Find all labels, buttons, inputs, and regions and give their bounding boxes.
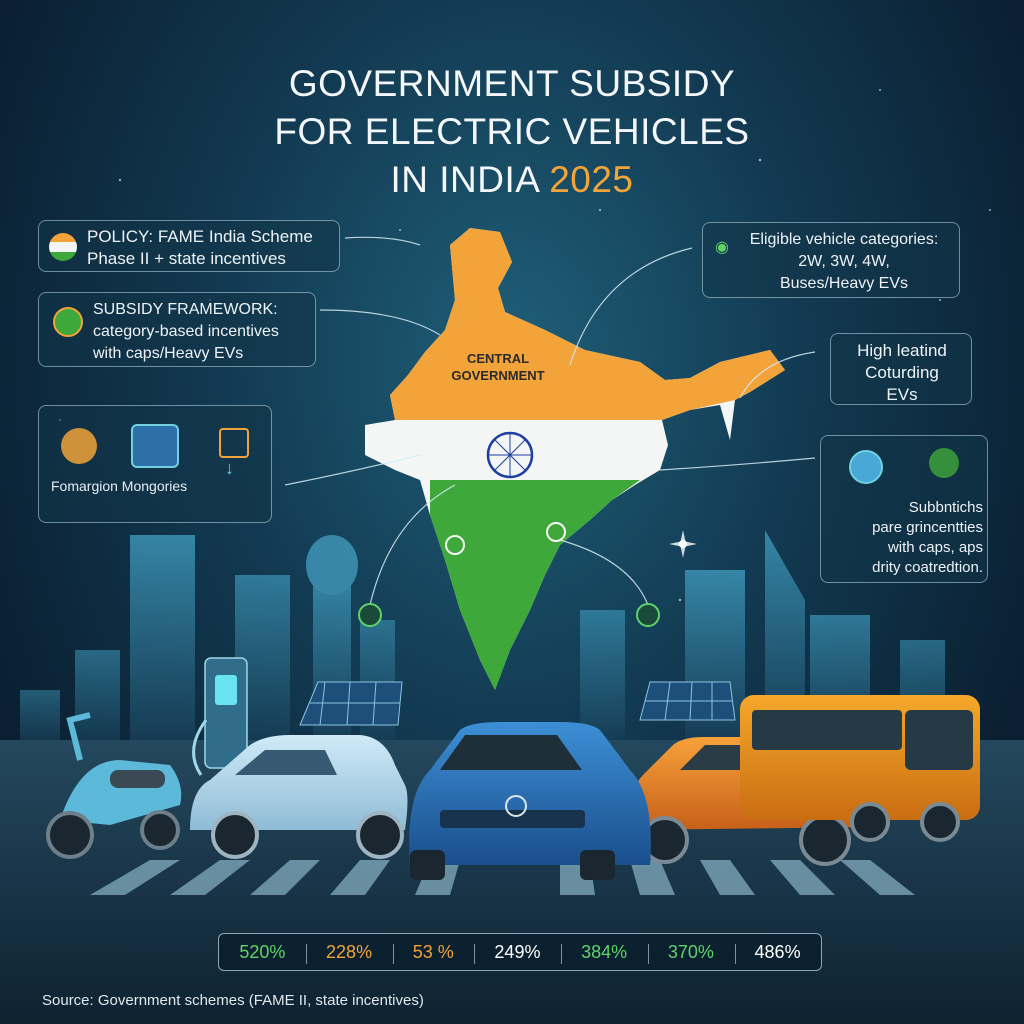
india-flag-icon bbox=[49, 233, 77, 261]
electric-bus bbox=[740, 695, 980, 842]
globe-icon bbox=[849, 450, 883, 484]
sedan-car bbox=[409, 722, 651, 880]
map-label-line-1: CENTRAL bbox=[466, 351, 530, 366]
download-arrow-icon: ↓ bbox=[225, 458, 234, 478]
stat-value: 486% bbox=[734, 942, 807, 964]
map-label-line-2: GOVERNMENT bbox=[451, 368, 545, 383]
title-year: 2025 bbox=[549, 159, 634, 200]
stats-bar: 520% 228% 53 % 249% 384% 370% 486% bbox=[218, 933, 822, 971]
title-line-1: GOVERNMENT SUBSIDY bbox=[288, 63, 736, 104]
network-tree-icon bbox=[929, 448, 959, 478]
policy-line-1: POLICY: FAME India Scheme bbox=[87, 227, 313, 246]
stat-value: 520% bbox=[239, 941, 286, 962]
framework-line-2: category-based incentives bbox=[93, 323, 279, 340]
devices-icon bbox=[131, 424, 179, 468]
subsidies-card: Subbntichs pare grincentties with caps, … bbox=[820, 435, 988, 583]
page-title: GOVERNMENT SUBSIDY FOR ELECTRIC VEHICLES… bbox=[0, 60, 1024, 204]
subs-line-2: pare grincentties bbox=[872, 519, 983, 536]
download-icon bbox=[219, 428, 249, 458]
subs-line-4: drity coatredtion. bbox=[872, 559, 983, 576]
map-node-icons bbox=[358, 522, 660, 627]
policy-line-2: Phase II + state incentives bbox=[87, 249, 286, 268]
hatchback-car bbox=[190, 735, 408, 859]
subs-line-3: with caps, aps bbox=[887, 539, 983, 556]
leaf-icon: ◉ bbox=[715, 239, 729, 256]
stat-value: 370% bbox=[647, 942, 720, 964]
formation-card: ↓ Fomargion Mongories bbox=[38, 405, 272, 523]
high-line-2: Coturding bbox=[865, 363, 939, 382]
framework-line-3: with caps/Heavy EVs bbox=[93, 345, 244, 362]
policy-card: POLICY: FAME India Scheme Phase II + sta… bbox=[38, 220, 340, 272]
stat-value: 249% bbox=[474, 942, 546, 964]
eligible-line-1: Eligible vehicle categories: bbox=[749, 231, 939, 248]
framework-line-1: SUBSIDY FRAMEWORK: bbox=[93, 301, 278, 318]
title-line-2: FOR ELECTRIC VEHICLES bbox=[274, 111, 750, 152]
high-line-3: EVs bbox=[886, 385, 918, 404]
crosswalk bbox=[90, 860, 915, 895]
charging-station-icon bbox=[192, 657, 248, 776]
title-line-3: IN INDIA 2025 bbox=[0, 156, 1024, 204]
solar-panel-left bbox=[299, 681, 403, 726]
title-line-3-text: IN INDIA bbox=[390, 159, 550, 200]
stat-value: 384% bbox=[561, 942, 633, 964]
stat-value: 53 % bbox=[392, 942, 460, 964]
connector-arrows bbox=[284, 236, 816, 606]
india-map bbox=[365, 228, 785, 690]
source-note: Source: Government schemes (FAME II, sta… bbox=[42, 992, 424, 1009]
growth-chart-icon bbox=[61, 428, 97, 464]
stat-value: 228% bbox=[306, 942, 378, 964]
eligible-line-3: Buses/Heavy EVs bbox=[779, 275, 909, 292]
subsidy-framework-card: SUBSIDY FRAMEWORK: category-based incent… bbox=[38, 292, 316, 367]
solar-panel-right bbox=[639, 681, 736, 721]
eligible-line-2: 2W, 3W, 4W, bbox=[798, 253, 890, 270]
high-line-1: High leatind bbox=[857, 341, 947, 360]
subs-line-1: Subbntichs bbox=[908, 499, 983, 516]
eligible-categories-card: ◉ Eligible vehicle categories: 2W, 3W, 4… bbox=[702, 222, 960, 298]
electric-scooter bbox=[46, 712, 182, 859]
map-label: CENTRAL GOVERNMENT bbox=[438, 350, 558, 384]
lightbulb-icon bbox=[53, 307, 83, 337]
formation-label: Fomargion Mongories bbox=[51, 478, 188, 494]
high-ev-card: High leatind Coturding EVs bbox=[830, 333, 972, 405]
